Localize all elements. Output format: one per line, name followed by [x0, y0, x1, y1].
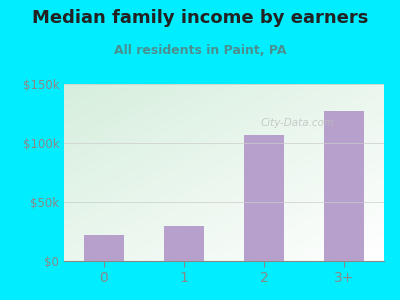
Text: All residents in Paint, PA: All residents in Paint, PA — [114, 44, 286, 56]
Bar — [164, 226, 204, 261]
Bar — [244, 135, 284, 261]
Bar — [84, 235, 124, 261]
Bar — [324, 111, 364, 261]
Text: Median family income by earners: Median family income by earners — [32, 9, 368, 27]
Text: City-Data.com: City-Data.com — [260, 118, 335, 128]
